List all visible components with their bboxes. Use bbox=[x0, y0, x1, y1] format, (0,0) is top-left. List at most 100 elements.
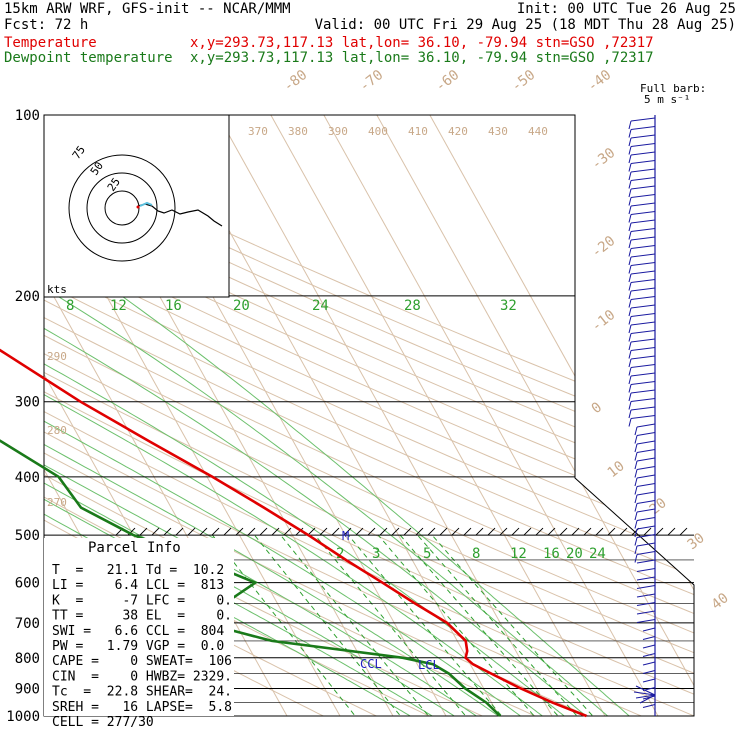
temperature-legend: Temperature bbox=[4, 35, 97, 51]
wind-barb-flag bbox=[634, 520, 638, 529]
wind-barb bbox=[630, 177, 656, 181]
wind-barb-flag bbox=[634, 426, 638, 436]
wind-barb-flag bbox=[628, 358, 632, 368]
theta-label: 410 bbox=[408, 125, 428, 138]
theta-label: 390 bbox=[328, 125, 348, 138]
freezing-hatch bbox=[271, 527, 280, 536]
freezing-hatch bbox=[523, 527, 532, 536]
dry-adiabat-line bbox=[44, 115, 672, 716]
freezing-hatch bbox=[259, 527, 268, 536]
freezing-hatch bbox=[415, 527, 424, 536]
wind-barb bbox=[630, 160, 656, 164]
dry-adiabat-line bbox=[44, 115, 694, 716]
wind-barb-flag bbox=[628, 333, 632, 342]
freezing-hatch bbox=[511, 527, 520, 536]
freezing-hatch bbox=[139, 527, 148, 536]
pressure-tick-label: 400 bbox=[15, 470, 40, 486]
hodograph-low-level bbox=[139, 201, 153, 207]
wind-barb-flag bbox=[634, 554, 638, 563]
wind-barb-flag bbox=[634, 486, 638, 495]
hodograph-ring bbox=[68, 154, 176, 262]
wind-barb bbox=[636, 559, 656, 564]
dry-adiabat-line bbox=[44, 115, 694, 716]
wind-barb bbox=[636, 525, 656, 530]
freezing-hatch bbox=[235, 527, 244, 536]
mixing-ratio-line bbox=[280, 534, 440, 716]
wind-barb bbox=[630, 168, 656, 173]
wind-barb bbox=[630, 347, 656, 351]
wind-barb bbox=[630, 253, 656, 258]
wind-barb bbox=[630, 151, 656, 156]
wind-barb bbox=[630, 117, 656, 122]
dry-adiabat-line bbox=[44, 115, 694, 716]
freezing-hatch bbox=[247, 527, 256, 536]
pressure-tick-label: 1000 bbox=[6, 709, 40, 725]
wind-barb-flag bbox=[634, 528, 638, 538]
wind-barb-flag bbox=[628, 409, 632, 419]
parcel-info-row: Tc = 22.8 SHEAR= 24. bbox=[52, 685, 232, 700]
wind-barb-flag bbox=[628, 129, 632, 138]
pressure-tick-label: 800 bbox=[15, 651, 40, 667]
wind-barb bbox=[630, 296, 656, 300]
wind-barb bbox=[630, 202, 656, 207]
wind-barb bbox=[630, 364, 656, 368]
surface-barb bbox=[639, 694, 656, 704]
mixing-ratio-label: 5 bbox=[423, 546, 431, 562]
dewpoint-legend: Dewpoint temperature bbox=[4, 50, 173, 66]
mixing-ratio-line bbox=[377, 534, 546, 716]
isotherm-label: -80 bbox=[281, 67, 311, 95]
freezing-hatch bbox=[403, 527, 412, 536]
wind-barb-flag bbox=[628, 205, 632, 215]
theta-side-label: 280 bbox=[47, 424, 67, 437]
pressure-tick-label: 700 bbox=[15, 616, 40, 632]
wind-barb bbox=[630, 143, 656, 147]
wind-barb-flag bbox=[634, 511, 638, 521]
dewpoint-profile bbox=[0, 439, 502, 717]
isotherm-label: 10 bbox=[605, 458, 628, 481]
moist-adiabat-label: 16 bbox=[165, 298, 182, 314]
wind-barb bbox=[636, 466, 656, 470]
freezing-hatch bbox=[535, 527, 544, 536]
freezing-hatch bbox=[223, 527, 232, 536]
parcel-info-row: LI = 6.4 LCL = 813 bbox=[52, 578, 224, 593]
init-time: Init: 00 UTC Tue 26 Aug 25 bbox=[517, 1, 736, 17]
wind-barb-flag bbox=[634, 469, 638, 478]
dry-adiabat-line bbox=[44, 115, 694, 716]
wind-barb bbox=[630, 228, 656, 232]
wind-barb bbox=[630, 185, 656, 190]
wind-barb-flag bbox=[628, 256, 632, 266]
isotherm-label: -30 bbox=[589, 145, 619, 173]
parcel-info-row: K = -7 LFC = 0. bbox=[52, 593, 232, 608]
wind-barb bbox=[630, 262, 656, 266]
pressure-tick-label: 200 bbox=[15, 289, 40, 305]
wind-barb bbox=[636, 619, 656, 623]
isotherm-label: -10 bbox=[589, 307, 619, 335]
freezing-hatch bbox=[187, 527, 196, 536]
dry-adiabat-line bbox=[44, 115, 694, 716]
wind-barb-flag bbox=[628, 239, 632, 249]
freezing-hatch bbox=[151, 527, 160, 536]
isotherm-label: 40 bbox=[709, 590, 732, 613]
parcel-info-row: CIN = 0 HWBZ= 2329. bbox=[52, 669, 232, 684]
isotherm-label: 20 bbox=[647, 495, 670, 518]
wind-barb bbox=[630, 245, 656, 249]
valid-time: Valid: 00 UTC Fri 29 Aug 25 (18 MDT Thu … bbox=[315, 17, 736, 33]
dry-adiabat-line bbox=[44, 115, 694, 716]
wind-barb-flag bbox=[634, 452, 638, 461]
wind-barb-flag bbox=[634, 460, 638, 470]
freezing-hatch bbox=[355, 527, 364, 536]
wind-barb-flag bbox=[628, 231, 632, 240]
freezing-hatch bbox=[163, 527, 172, 536]
wind-barb bbox=[642, 627, 656, 632]
theta-side-label: 290 bbox=[47, 350, 67, 363]
moist-adiabat-line bbox=[44, 115, 624, 716]
wind-barbs bbox=[628, 115, 656, 716]
pressure-tick-label: 900 bbox=[15, 681, 40, 697]
freezing-hatch bbox=[283, 527, 292, 536]
freezing-hatch bbox=[427, 527, 436, 536]
wind-barb-flag bbox=[628, 120, 632, 130]
hodograph-ring bbox=[86, 172, 158, 244]
isotherm-line bbox=[323, 115, 659, 716]
mixing-ratio-label: 12 bbox=[510, 546, 527, 562]
wind-barb-flag bbox=[634, 477, 638, 487]
